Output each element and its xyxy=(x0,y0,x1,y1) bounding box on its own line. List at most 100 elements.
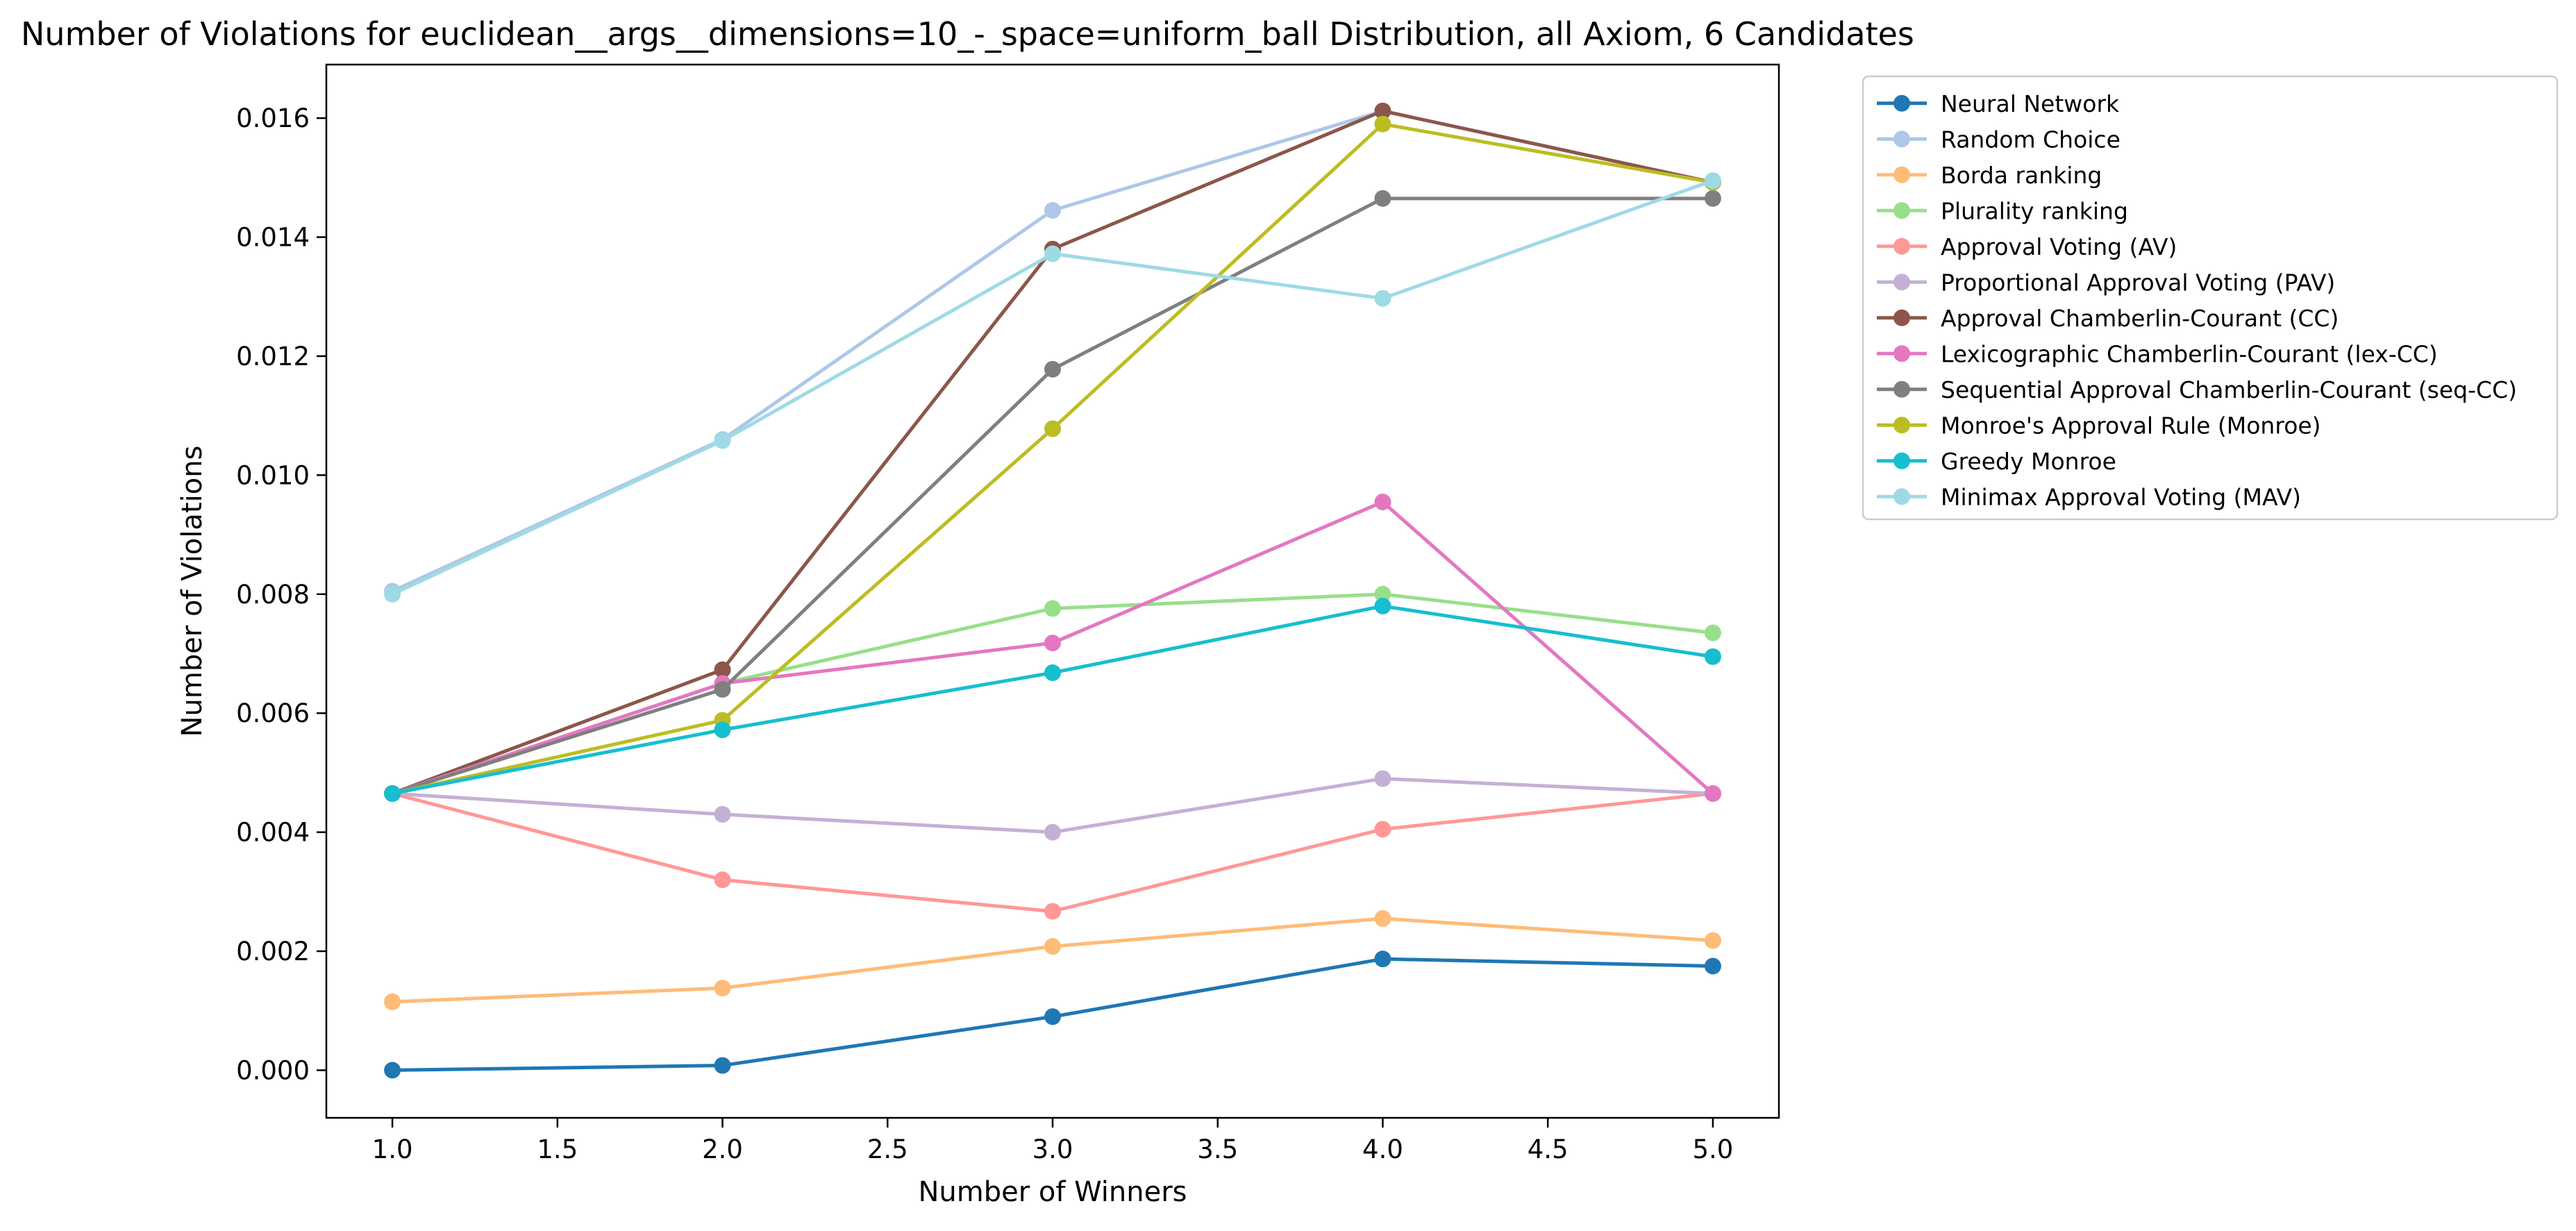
data-point xyxy=(1374,910,1391,927)
data-point xyxy=(714,432,731,449)
legend-item: Proportional Approval Voting (PAV) xyxy=(1877,269,2335,296)
data-point xyxy=(1374,821,1391,838)
data-point xyxy=(1704,957,1721,975)
legend: Neural Network Random Choice Borda ranking… xyxy=(1862,75,2559,521)
x-tick-label: 3.5 xyxy=(1197,1134,1238,1164)
data-point xyxy=(1044,1008,1061,1025)
data-point xyxy=(1044,664,1061,681)
data-point xyxy=(1704,172,1721,190)
legend-marker xyxy=(1893,488,1910,505)
x-tick-label: 4.0 xyxy=(1362,1134,1403,1164)
data-point xyxy=(384,993,401,1010)
x-tick-label: 1.5 xyxy=(537,1134,578,1164)
plot-frame xyxy=(325,63,1780,1119)
legend-item: Sequential Approval Chamberlin-Courant (… xyxy=(1877,376,2517,403)
legend-marker xyxy=(1893,274,1910,291)
legend-item: Lexicographic Chamberlin-Courant (lex-CC… xyxy=(1877,340,2438,367)
series-line xyxy=(392,196,1713,796)
data-point xyxy=(1044,245,1061,262)
x-tick-label: 3.0 xyxy=(1032,1134,1073,1164)
data-point xyxy=(1704,624,1721,642)
data-point xyxy=(1044,201,1061,219)
data-point xyxy=(1044,600,1061,617)
legend-marker xyxy=(1893,452,1910,469)
x-tick-label: 4.5 xyxy=(1528,1134,1569,1164)
legend-marker xyxy=(1893,237,1910,255)
data-point xyxy=(1704,932,1721,949)
data-point xyxy=(714,1057,731,1074)
data-point xyxy=(1374,190,1391,207)
data-point xyxy=(1704,190,1721,207)
legend-marker xyxy=(1893,166,1910,183)
legend-item: Neural Network xyxy=(1877,90,2120,117)
legend-item: Minimax Approval Voting (MAV) xyxy=(1877,483,2301,510)
data-point xyxy=(714,980,731,997)
data-point xyxy=(1704,785,1721,802)
legend-item: Borda ranking xyxy=(1877,162,2102,189)
legend-item: Random Choice xyxy=(1877,126,2121,153)
series-10 xyxy=(384,597,1721,802)
series-8 xyxy=(384,190,1721,802)
data-point xyxy=(1374,585,1391,603)
series-1 xyxy=(384,102,1721,600)
y-tick-label: 0.002 xyxy=(236,937,310,966)
legend-marker xyxy=(1893,94,1910,112)
y-axis-label: Number of Violations xyxy=(176,446,208,737)
series-11 xyxy=(384,172,1721,603)
x-tick-label: 2.0 xyxy=(702,1134,743,1164)
legend-item: Greedy Monroe xyxy=(1877,448,2116,475)
series-5 xyxy=(384,770,1721,841)
data-point xyxy=(384,585,401,603)
data-point xyxy=(1374,290,1391,307)
y-tick-label: 0.006 xyxy=(236,698,310,728)
series-0 xyxy=(384,951,1721,1079)
legend-label: Approval Voting (AV) xyxy=(1941,233,2177,260)
plot-area: 1.0 1.5 2.0 2.5 3.0 3.5 4.0 4.5 5.0 0.000 0.002 0.0… xyxy=(236,63,1780,1164)
series-line xyxy=(392,109,1714,593)
chart-title: Number of Violations for euclidean__args… xyxy=(21,15,1914,53)
legend-label: Approval Chamberlin-Courant (CC) xyxy=(1941,305,2339,332)
data-point xyxy=(714,871,731,889)
x-tick-label: 2.5 xyxy=(867,1134,908,1164)
legend-label: Monroe's Approval Rule (Monroe) xyxy=(1941,412,2321,439)
series-line xyxy=(392,122,1714,796)
legend-marker xyxy=(1893,309,1910,326)
data-point xyxy=(1044,360,1061,378)
legend-item: Plurality ranking xyxy=(1877,197,2128,224)
series-line xyxy=(392,592,1714,796)
data-point xyxy=(1374,493,1391,510)
data-point xyxy=(1374,102,1391,119)
data-point xyxy=(1044,903,1061,920)
data-point xyxy=(1374,951,1391,968)
series-2 xyxy=(384,910,1721,1010)
data-point xyxy=(1374,115,1391,133)
y-tick-label: 0.016 xyxy=(236,103,310,133)
data-point xyxy=(714,721,731,739)
x-axis-label: Number of Winners xyxy=(918,1176,1187,1208)
legend-marker xyxy=(1893,380,1910,398)
data-point xyxy=(1044,938,1061,955)
legend-label: Lexicographic Chamberlin-Courant (lex-CC… xyxy=(1941,340,2438,367)
legend-marker xyxy=(1893,345,1910,362)
legend-item: Approval Voting (AV) xyxy=(1877,233,2177,260)
data-point xyxy=(714,680,731,698)
series-line xyxy=(392,792,1714,914)
series-3 xyxy=(384,585,1721,802)
legend-label: Plurality ranking xyxy=(1941,197,2128,224)
legend-item: Monroe's Approval Rule (Monroe) xyxy=(1877,412,2321,439)
legend-marker xyxy=(1893,131,1910,148)
data-point xyxy=(1044,420,1061,437)
legend-label: Sequential Approval Chamberlin-Courant (… xyxy=(1941,376,2517,403)
data-point xyxy=(1704,648,1721,665)
legend-marker xyxy=(1893,417,1910,434)
data-point xyxy=(1374,597,1391,614)
y-tick-label: 0.012 xyxy=(236,342,310,371)
legend-label: Proportional Approval Voting (PAV) xyxy=(1941,269,2335,296)
legend-label: Borda ranking xyxy=(1941,162,2102,189)
y-tick-label: 0.014 xyxy=(236,223,310,253)
data-point xyxy=(714,661,731,678)
data-point xyxy=(1044,635,1061,652)
y-tick-label: 0.000 xyxy=(236,1055,310,1085)
